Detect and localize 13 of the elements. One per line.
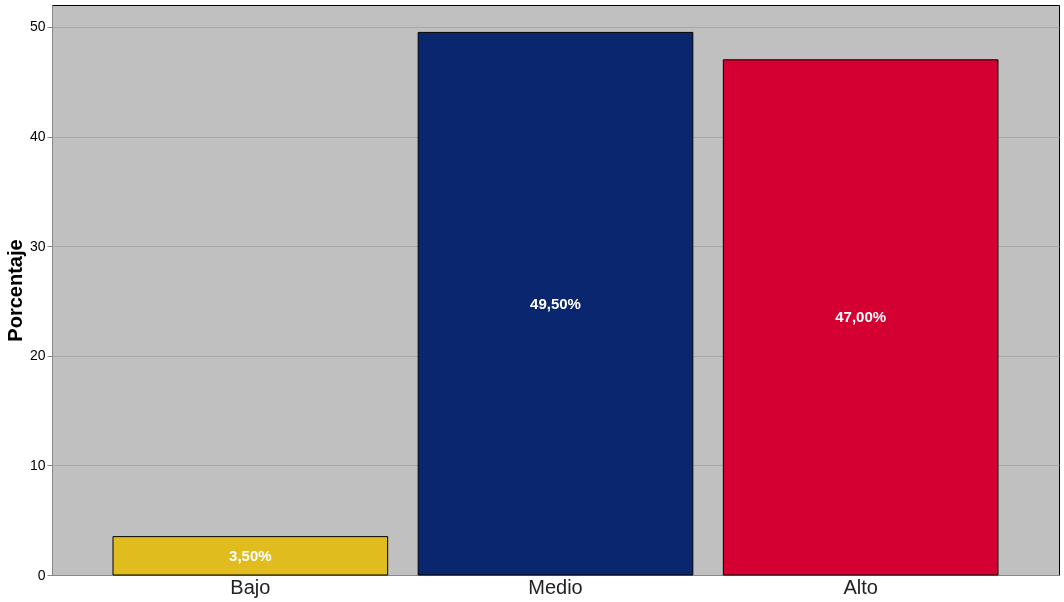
x-tick-label: Alto (843, 575, 878, 598)
y-tick-label: 0 (37, 566, 46, 583)
y-tick-label: 20 (29, 347, 46, 364)
data-label: 47,00% (835, 308, 887, 326)
y-axis-title: Porcentaje (3, 239, 26, 342)
y-tick-label: 40 (29, 128, 46, 145)
data-label: 49,50% (530, 294, 581, 312)
x-tick-label: Bajo (230, 575, 271, 598)
x-tick-label: Medio (528, 575, 583, 598)
y-tick-label: 30 (29, 237, 46, 254)
y-tick-label: 10 (29, 456, 46, 473)
y-tick-label: 50 (29, 18, 46, 35)
data-label: 3,50% (229, 546, 272, 564)
